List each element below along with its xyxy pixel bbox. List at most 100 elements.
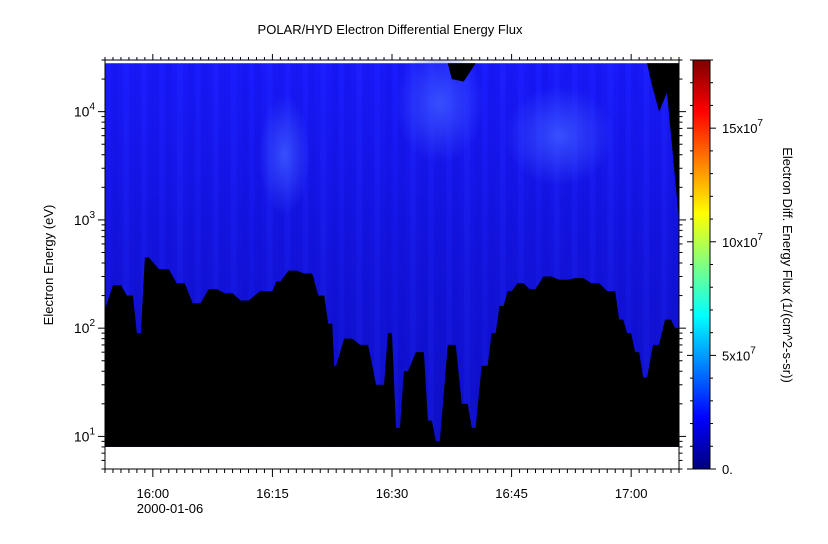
spectrogram-column: [290, 63, 297, 447]
spectrogram-column: [427, 63, 435, 447]
x-axis: 16:00 16:15 16:30 16:45 17:00: [104, 54, 680, 501]
spectrogram-column: [314, 63, 321, 447]
spectrogram-column: [643, 63, 650, 447]
spectrogram-column: [116, 63, 124, 447]
y-tick-label: 101: [74, 426, 96, 444]
spectrogram-column: [439, 63, 447, 447]
colorbar-tick-label: 15x107: [722, 118, 763, 136]
spectrogram-column: [170, 63, 178, 447]
spectrogram-column: [248, 63, 255, 447]
spectrogram-column: [637, 63, 644, 447]
spectrogram-column: [176, 63, 184, 447]
spectrogram-column: [493, 63, 501, 447]
spectrogram-column: [212, 63, 220, 447]
spectrogram-column: [553, 63, 560, 447]
flux-enhancement: [394, 60, 485, 164]
colorbar: [692, 59, 711, 470]
spectrogram-column: [625, 63, 632, 447]
spectrogram-column: [200, 63, 208, 447]
spectrogram-column: [589, 63, 596, 447]
spectrogram-column: [278, 63, 285, 447]
spectrogram-column: [386, 63, 393, 447]
spectrogram-column: [266, 63, 273, 447]
spectrogram-column: [242, 63, 249, 447]
spectrogram-column: [134, 63, 142, 447]
spectrogram-column: [523, 63, 531, 447]
spectrogram-column: [397, 63, 405, 447]
spectrogram-column: [451, 63, 459, 447]
spectrogram-column: [457, 63, 465, 447]
spectrogram-column: [607, 63, 614, 447]
spectrogram-column: [559, 63, 566, 447]
spectrogram-column: [146, 63, 154, 447]
no-data-high-energy: [447, 63, 679, 220]
spectrogram-column: [302, 63, 309, 447]
spectrogram-column: [595, 63, 602, 447]
x-tick-label: 16:30: [376, 486, 409, 501]
spectrogram-column: [541, 63, 548, 447]
spectrogram-column: [667, 63, 674, 447]
spectrogram-column: [122, 63, 130, 447]
spectrogram-column: [296, 63, 303, 447]
y-tick-label: 103: [74, 210, 96, 228]
x-tick-label: 16:00: [137, 486, 170, 501]
spectrogram-column: [206, 63, 214, 447]
spectrogram-column: [236, 63, 244, 447]
spectrogram-column: [368, 63, 375, 447]
spectrogram-column: [230, 63, 238, 447]
colorbar-label: Electron Diff. Energy Flux (1/(cm^2-s-sr…: [780, 147, 795, 383]
spectrogram-column: [505, 63, 513, 447]
spectrogram-column: [350, 63, 357, 447]
spectrogram-column: [655, 63, 662, 447]
spectrogram-column: [356, 63, 363, 447]
no-data-low-energy: [105, 257, 679, 447]
spectrogram-column: [332, 63, 339, 447]
colorbar-ticks: 0. 5x107 10x107 15x107: [687, 59, 763, 477]
spectrogram-column: [571, 63, 578, 447]
spectrogram-column: [613, 63, 620, 447]
spectrogram-column: [565, 63, 572, 447]
spectrogram-column: [511, 63, 519, 447]
spectrogram-column: [601, 63, 608, 447]
spectrogram-column: [308, 63, 315, 447]
spectrogram-column: [254, 63, 261, 447]
spectrogram-column: [344, 63, 351, 447]
spectrogram-column: [128, 63, 136, 447]
spectrogram-column: [110, 63, 118, 447]
spectrogram-column: [362, 63, 369, 447]
flux-enhancement: [258, 94, 311, 215]
spectrogram-column: [619, 63, 626, 447]
spectrogram-column: [487, 63, 495, 447]
spectrogram-column: [320, 63, 327, 447]
x-date-label: 2000-01-06: [137, 501, 204, 516]
spectrogram-column: [158, 63, 166, 447]
spectrogram-column: [673, 63, 679, 447]
spectrogram-column: [481, 63, 489, 447]
spectrogram-column: [284, 63, 291, 447]
y-axis: 101 102 103 104: [74, 59, 686, 470]
spectrogram-column: [649, 63, 656, 447]
y-tick-label: 102: [74, 318, 96, 336]
spectrogram-column: [661, 63, 668, 447]
spectrogram-column: [224, 63, 232, 447]
spectrogram-column: [445, 63, 453, 447]
spectrogram-column: [535, 63, 542, 447]
spectrogram-column: [463, 63, 471, 447]
x-tick-label: 16:15: [256, 486, 289, 501]
spectrogram-column: [421, 63, 429, 447]
spectrogram-column: [194, 63, 202, 447]
colorbar-tick-label: 10x107: [722, 232, 763, 250]
spectrogram-column: [529, 63, 536, 447]
spectrogram-column: [338, 63, 345, 447]
colorbar-tick-label: 5x107: [722, 345, 756, 363]
y-tick-label: 104: [74, 102, 96, 120]
plot-area: [105, 60, 679, 469]
spectrogram-column: [433, 63, 441, 447]
spectrogram-column: [260, 63, 267, 447]
spectrogram-column: [631, 63, 638, 447]
spectrogram-column: [188, 63, 196, 447]
spectrogram-column: [392, 63, 399, 447]
spectrogram-column: [547, 63, 554, 447]
y-axis-label: Electron Energy (eV): [41, 205, 56, 326]
